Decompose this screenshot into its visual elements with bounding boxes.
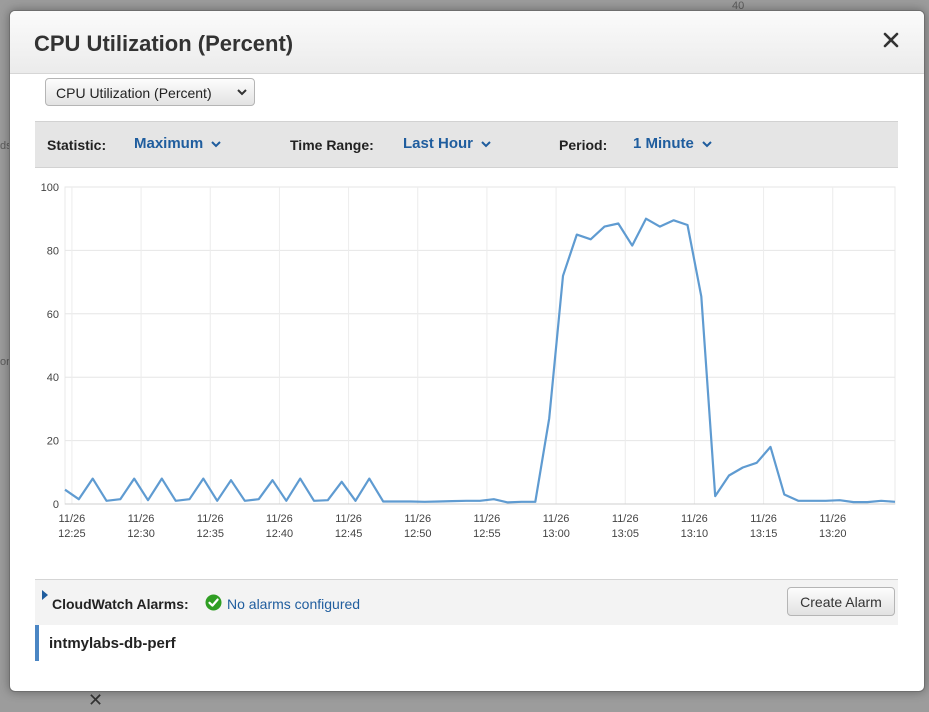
x-tick-label: 13:05	[611, 528, 639, 540]
x-tick-label: 11/26	[128, 513, 155, 525]
chart-options-toolbar: Statistic: Maximum Time Range: Last Hour…	[35, 121, 898, 168]
x-tick-label: 11/26	[543, 513, 570, 525]
x-tick-label: 12:50	[404, 528, 432, 540]
y-tick-label: 100	[41, 182, 59, 194]
x-tick-label: 13:00	[542, 528, 570, 540]
y-tick-label: 20	[47, 436, 59, 448]
instance-name: intmylabs-db-perf	[49, 635, 176, 652]
backdrop-text-fragment: ds	[0, 140, 12, 152]
x-tick-label: 11/26	[59, 513, 86, 525]
y-tick-label: 40	[47, 372, 59, 384]
x-tick-label: 12:45	[335, 528, 363, 540]
create-alarm-button[interactable]: Create Alarm	[787, 587, 895, 616]
chevron-down-icon	[237, 89, 247, 96]
close-icon[interactable]	[880, 29, 902, 51]
backdrop-text-fragment: or	[0, 356, 10, 368]
period-label: Period:	[559, 137, 608, 153]
metric-select[interactable]: CPU Utilization (Percent)	[45, 78, 255, 106]
y-tick-label: 0	[53, 499, 59, 511]
check-circle-icon	[205, 594, 222, 611]
metric-select-value: CPU Utilization (Percent)	[56, 85, 212, 101]
instance-accent-bar	[35, 625, 39, 661]
cloudwatch-alarms-label: CloudWatch Alarms:	[52, 596, 189, 612]
chevron-down-icon	[702, 141, 712, 148]
x-tick-label: 13:15	[750, 528, 778, 540]
x-tick-label: 12:30	[127, 528, 155, 540]
x-tick-label: 11/26	[819, 513, 846, 525]
chevron-down-icon	[481, 141, 491, 148]
x-tick-label: 11/26	[612, 513, 639, 525]
chevron-down-icon	[211, 141, 221, 148]
modal-title: CPU Utilization (Percent)	[34, 31, 294, 56]
x-tick-label: 11/26	[197, 513, 224, 525]
alarm-status-text: No alarms configured	[227, 596, 361, 612]
backdrop-close-icon[interactable]: ✕	[88, 690, 104, 710]
period-dropdown[interactable]: 1 Minute	[633, 135, 712, 152]
time-range-value: Last Hour	[403, 135, 474, 152]
y-tick-label: 80	[47, 245, 59, 257]
x-tick-label: 11/26	[335, 513, 362, 525]
time-range-dropdown[interactable]: Last Hour	[403, 135, 491, 152]
backdrop-axis-label: 40	[732, 0, 745, 12]
x-tick-label: 11/26	[750, 513, 777, 525]
statistic-dropdown[interactable]: Maximum	[134, 135, 221, 152]
x-tick-label: 12:35	[196, 528, 224, 540]
x-tick-label: 12:55	[473, 528, 501, 540]
cpu-chart: 0 20 40 60 80 100 11/26 12:25 11/26 12:30 11/26 12:…	[10, 171, 924, 551]
x-tick-label: 12:25	[58, 528, 86, 540]
x-tick-label: 11/26	[404, 513, 431, 525]
x-tick-label: 11/26	[266, 513, 293, 525]
plot-area	[64, 186, 896, 505]
cloudwatch-alarms-bar: CloudWatch Alarms: No alarms configured …	[35, 579, 898, 625]
expand-triangle-icon[interactable]	[41, 589, 49, 601]
time-range-label: Time Range:	[290, 137, 374, 153]
statistic-label: Statistic:	[47, 137, 107, 153]
x-tick-label: 11/26	[681, 513, 708, 525]
statistic-value: Maximum	[134, 135, 204, 152]
series-line	[64, 217, 896, 504]
line-chart: 0 20 40 60 80 100 11/26 12:25 11/26 12:30 11/26 12:…	[41, 182, 896, 540]
x-tick-label: 12:40	[266, 528, 294, 540]
x-tick-label: 13:10	[681, 528, 709, 540]
period-value: 1 Minute	[633, 135, 694, 152]
x-tick-label: 13:20	[819, 528, 847, 540]
x-tick-label: 11/26	[474, 513, 501, 525]
modal-header: CPU Utilization (Percent)	[10, 11, 924, 74]
y-tick-label: 60	[47, 309, 59, 321]
metric-modal: CPU Utilization (Percent) CPU Utilizatio…	[9, 10, 925, 692]
